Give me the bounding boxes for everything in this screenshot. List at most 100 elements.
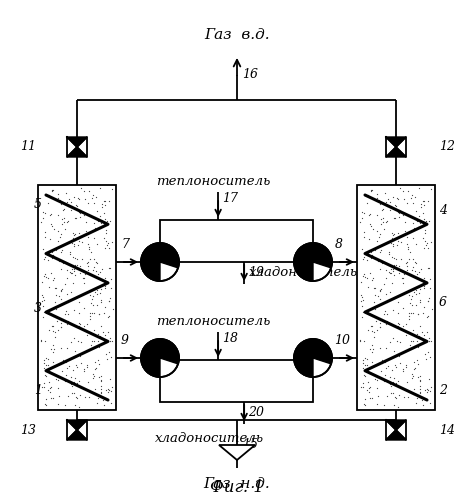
Point <box>45 378 53 386</box>
Point <box>80 211 88 219</box>
Point <box>420 309 427 317</box>
Point <box>405 291 413 299</box>
Point <box>362 360 369 368</box>
Point <box>378 206 385 214</box>
Point <box>54 190 62 198</box>
Point <box>101 215 109 223</box>
Point <box>412 399 420 407</box>
Point <box>103 230 110 237</box>
Point <box>420 303 428 311</box>
Point <box>49 327 57 335</box>
Point <box>60 315 67 323</box>
Text: 7: 7 <box>121 238 129 250</box>
Point <box>421 386 429 394</box>
Point <box>72 361 80 369</box>
Point <box>54 226 61 234</box>
Point <box>385 250 393 258</box>
Point <box>394 194 402 202</box>
Point <box>104 278 112 286</box>
Point <box>85 262 92 270</box>
Point <box>79 254 86 262</box>
Point <box>409 374 416 382</box>
Point <box>390 214 398 222</box>
Point <box>57 316 65 324</box>
Point <box>412 259 420 267</box>
Text: 6: 6 <box>439 296 447 308</box>
Point <box>47 270 54 278</box>
Point <box>74 241 82 249</box>
Point <box>68 239 76 247</box>
Point <box>424 297 431 305</box>
Point <box>420 215 428 223</box>
Point <box>57 233 64 241</box>
Point <box>423 313 431 321</box>
Point <box>423 384 431 392</box>
Point <box>87 255 94 263</box>
Point <box>107 294 114 302</box>
Point <box>426 276 434 283</box>
Point <box>66 250 73 258</box>
Point <box>399 322 407 330</box>
Point <box>356 336 364 344</box>
Point <box>48 186 55 194</box>
Point <box>63 344 70 352</box>
Point <box>91 288 98 296</box>
Point <box>68 198 75 206</box>
Point <box>416 376 423 384</box>
Point <box>384 392 391 400</box>
Point <box>48 248 55 256</box>
Point <box>53 246 60 254</box>
Point <box>389 389 397 397</box>
Point <box>100 328 107 336</box>
Point <box>59 206 66 214</box>
Point <box>71 261 79 269</box>
Point <box>394 309 402 317</box>
Point <box>390 334 397 342</box>
Point <box>41 270 49 278</box>
Point <box>73 260 81 268</box>
Point <box>394 228 402 236</box>
Point <box>368 250 375 258</box>
Point <box>422 241 429 249</box>
Point <box>76 320 83 328</box>
Point <box>77 352 84 360</box>
Point <box>79 274 87 282</box>
Point <box>86 187 93 195</box>
Point <box>413 336 420 344</box>
Point <box>54 211 61 219</box>
Point <box>383 202 391 209</box>
Point <box>408 388 415 396</box>
Point <box>41 400 49 408</box>
Point <box>368 322 376 330</box>
Point <box>98 339 106 347</box>
Point <box>48 344 55 352</box>
Point <box>358 214 366 222</box>
Point <box>366 388 373 396</box>
Point <box>73 394 81 402</box>
Point <box>388 366 396 374</box>
Point <box>85 266 92 274</box>
Point <box>394 403 402 411</box>
Point <box>411 358 418 366</box>
Point <box>50 274 58 282</box>
Point <box>366 220 374 228</box>
Point <box>403 364 410 372</box>
Point <box>98 264 105 272</box>
Polygon shape <box>386 147 406 157</box>
Point <box>105 297 113 305</box>
Text: Газ  в.д.: Газ в.д. <box>204 28 270 42</box>
Point <box>378 356 386 364</box>
Point <box>95 216 102 224</box>
Point <box>62 370 70 378</box>
Point <box>85 378 92 386</box>
Point <box>90 200 98 207</box>
Point <box>413 330 421 338</box>
Circle shape <box>294 339 332 377</box>
Point <box>384 362 392 370</box>
Point <box>364 282 371 290</box>
Point <box>370 284 377 292</box>
Point <box>377 284 385 292</box>
Point <box>67 206 75 214</box>
Point <box>63 201 71 209</box>
Point <box>360 336 368 344</box>
